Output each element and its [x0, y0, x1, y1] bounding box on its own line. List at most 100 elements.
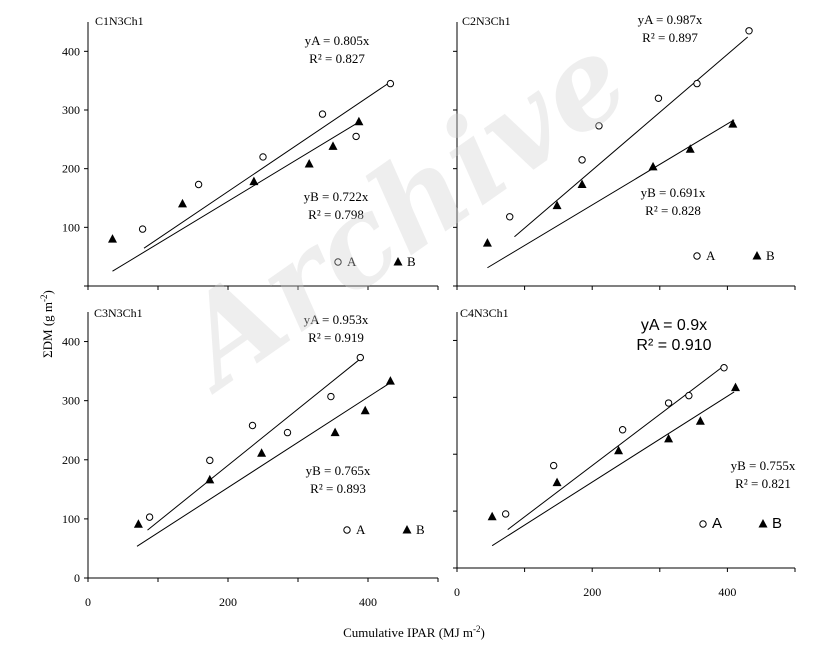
trendline-a	[143, 82, 390, 249]
point-a	[386, 79, 395, 88]
legend-marker-a	[334, 258, 342, 266]
panel-title: C2N3Ch1	[462, 14, 511, 28]
y-tick-label: 100	[62, 220, 80, 234]
point-a	[506, 213, 514, 221]
r2-b: R² = 0.821	[735, 476, 791, 491]
trendline-a	[507, 365, 725, 530]
point-b	[328, 141, 338, 150]
legend-label-a: A	[356, 522, 366, 537]
trendline-b	[487, 119, 735, 269]
point-a	[595, 122, 603, 130]
r2-a: R² = 0.910	[636, 337, 711, 354]
point-b	[552, 477, 562, 487]
point-b	[304, 158, 314, 168]
point-b	[614, 445, 624, 455]
point-b	[648, 161, 658, 171]
point-a	[685, 391, 693, 400]
equation-b: yB = 0.691x	[641, 185, 706, 200]
point-a	[693, 79, 701, 88]
point-a	[283, 428, 292, 437]
panels: 100 200 300 400 C1N3Ch1 yA = 0.805x R² = 0.827…	[62, 12, 796, 609]
legend-marker-b	[393, 257, 403, 266]
y-axis-title-sup: -2	[39, 294, 49, 302]
y-tick-label: 100	[62, 512, 80, 526]
x-tick-label: 200	[583, 585, 601, 599]
legend-marker-a	[343, 526, 351, 534]
y-tick-label: 300	[62, 103, 80, 117]
x-axis-title-main: Cumulative IPAR (MJ m	[343, 625, 473, 640]
equation-b: yB = 0.722x	[304, 189, 369, 204]
x-axis-title: Cumulative IPAR (MJ m-2)	[343, 624, 485, 640]
point-b	[178, 198, 187, 208]
equation-b: yB = 0.755x	[731, 458, 796, 473]
equation-a: yA = 0.987x	[638, 12, 703, 27]
legend-label-b: B	[407, 254, 416, 269]
point-b	[249, 176, 259, 186]
legend-label-a: A	[712, 515, 722, 532]
point-a	[206, 456, 214, 465]
x-tick-label: 200	[219, 595, 237, 609]
equation-a: yA = 0.9x	[641, 317, 707, 334]
equation-b: yB = 0.765x	[306, 463, 371, 478]
point-a	[618, 426, 627, 434]
x-tick-label: 400	[359, 595, 377, 609]
point-b	[354, 116, 364, 126]
y-tick-label: 300	[62, 394, 80, 408]
legend-marker-a	[699, 520, 707, 528]
point-a	[248, 421, 257, 430]
legend-marker-b	[752, 251, 762, 260]
trendline-b	[491, 391, 735, 547]
legend-marker-b	[758, 519, 768, 528]
legend-label-b: B	[416, 522, 425, 537]
y-tick-label: 200	[62, 453, 80, 467]
point-a	[720, 364, 728, 372]
point-a	[352, 132, 360, 141]
y-tick-label: 400	[62, 44, 80, 58]
point-a	[501, 510, 510, 518]
y-tick-label: 200	[62, 162, 80, 176]
r2-a: R² = 0.919	[308, 330, 364, 345]
point-a	[356, 353, 364, 362]
legend-label-b: B	[766, 248, 775, 263]
point-a	[578, 156, 586, 164]
panel-3: 0 100 200 300 400 0 200 400 C3N3Ch1 yA = 0.953x R²…	[62, 306, 439, 609]
trendline-b	[136, 382, 391, 547]
point-a	[745, 27, 753, 35]
y-tick-label: 400	[62, 335, 80, 349]
x-axis-title-end: )	[481, 625, 485, 640]
legend-label-a: A	[347, 254, 357, 269]
point-b	[664, 433, 674, 443]
point-b	[577, 179, 587, 189]
r2-a: R² = 0.897	[642, 30, 698, 45]
equation-a: yA = 0.805x	[305, 33, 370, 48]
x-tick-label: 0	[454, 585, 460, 599]
point-b	[731, 382, 741, 392]
point-b	[360, 405, 370, 415]
equation-a: yA = 0.953x	[304, 312, 369, 327]
trendline-a	[147, 357, 362, 531]
point-a	[318, 110, 327, 118]
legend-label-a: A	[706, 248, 716, 263]
x-tick-label: 0	[85, 595, 91, 609]
point-a	[194, 180, 203, 189]
point-b	[728, 119, 738, 128]
point-b	[108, 234, 117, 243]
r2-a: R² = 0.827	[309, 51, 365, 66]
point-b	[385, 376, 395, 385]
y-tick-label: 0	[74, 571, 80, 585]
point-b	[257, 448, 267, 457]
legend-label-b: B	[772, 515, 782, 532]
legend-marker-a	[693, 252, 701, 260]
point-b	[552, 200, 562, 210]
point-b	[205, 474, 215, 484]
panel-title: C3N3Ch1	[94, 306, 143, 320]
point-a	[145, 513, 154, 521]
trendline-b	[112, 122, 358, 272]
point-a	[654, 94, 663, 102]
point-b	[330, 427, 340, 437]
point-b	[695, 416, 705, 425]
panel-2: C2N3Ch1 yA = 0.987x R² = 0.897 yB = 0.691x R…	[453, 12, 796, 290]
point-b	[133, 519, 143, 528]
point-b	[482, 238, 492, 247]
